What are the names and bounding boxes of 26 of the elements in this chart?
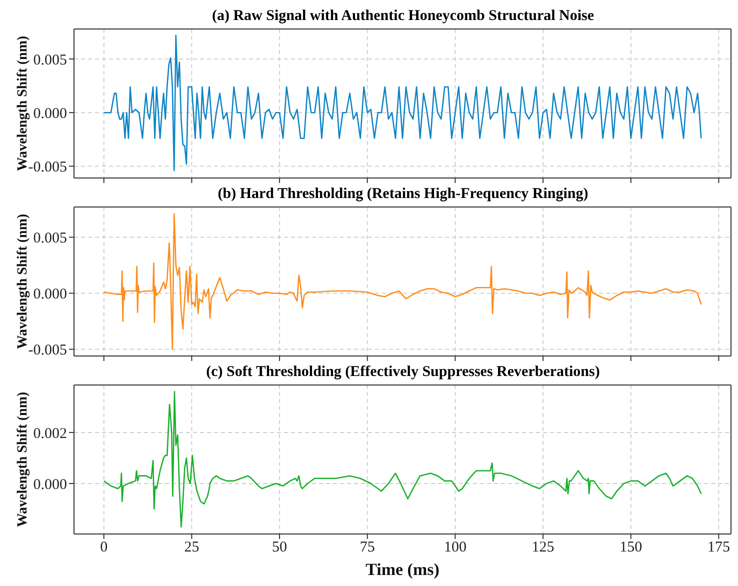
chart-title: (b) Hard Thresholding (Retains High-Frequency Ringing) bbox=[216, 186, 590, 203]
y-tick-label: 0.000 bbox=[33, 286, 67, 303]
y-tick-label: -0.005 bbox=[28, 342, 67, 359]
chart-title: (a) Raw Signal with Authentic Honeycomb Structural Noise bbox=[210, 8, 596, 25]
line-series bbox=[103, 34, 702, 172]
x-tick-label: 150 bbox=[620, 540, 642, 556]
x-tick-label: 125 bbox=[532, 540, 554, 556]
x-tick-label: 75 bbox=[360, 540, 375, 556]
x-tick-label: 50 bbox=[272, 540, 288, 556]
x-tick-label: 0 bbox=[100, 540, 108, 556]
y-axis-title: Wavelength Shift (nm) bbox=[16, 391, 30, 528]
chart-title: (c) Soft Thresholding (Effectively Suppresses Reverberations) bbox=[205, 364, 601, 381]
line-series bbox=[103, 213, 702, 350]
x-tick-label: 100 bbox=[444, 540, 466, 556]
y-tick-label: 0.000 bbox=[33, 106, 67, 122]
x-axis-title: Time (ms) bbox=[366, 560, 440, 579]
x-tick-label: 175 bbox=[707, 540, 730, 556]
y-tick-label: 0.005 bbox=[33, 52, 67, 68]
y-tick-label: -0.005 bbox=[28, 160, 67, 176]
y-axis-title: Wavelength Shift (nm) bbox=[16, 213, 30, 350]
y-tick-label: 0.005 bbox=[33, 230, 67, 247]
y-tick-label: 0.000 bbox=[33, 476, 67, 493]
y-axis-title: Wavelength Shift (nm) bbox=[16, 35, 30, 172]
x-tick-label: 25 bbox=[184, 540, 200, 556]
y-tick-label: 0.002 bbox=[33, 426, 67, 442]
line-series bbox=[103, 390, 702, 528]
